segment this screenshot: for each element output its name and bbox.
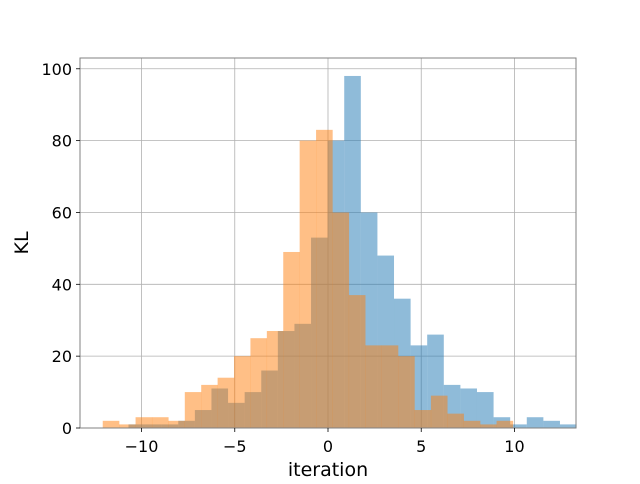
y-axis-label: KL: [11, 231, 33, 254]
histogram-bar-series-1: [476, 392, 494, 428]
histogram-bar-series-2: [250, 338, 268, 428]
histogram-bar-series-1: [543, 420, 560, 428]
histogram-bar-series-1: [460, 388, 477, 428]
histogram-bar-series-2: [168, 420, 185, 428]
histogram-bar-series-2: [430, 395, 448, 428]
histogram-bar-series-2: [316, 129, 333, 428]
x-tick-label: 5: [416, 437, 426, 456]
y-tick-label: 100: [41, 60, 72, 79]
histogram-bar-series-2: [463, 420, 481, 428]
histogram-bar-series-2: [480, 424, 497, 428]
bars-layer: [102, 75, 577, 429]
histogram-bar-series-2: [283, 251, 300, 428]
histogram-bar-series-2: [447, 413, 464, 428]
histogram-bar-series-2: [201, 384, 218, 428]
x-tick-label: −5: [223, 437, 247, 456]
histogram-bar-series-1: [559, 424, 577, 428]
histogram-bar-series-2: [234, 356, 251, 428]
histogram-bar-series-2: [414, 410, 432, 428]
histogram-bar-series-2: [151, 417, 169, 428]
y-tick-label: 40: [52, 275, 72, 294]
histogram-bar-series-2: [135, 417, 153, 428]
y-tick-label: 20: [52, 347, 72, 366]
histogram-bar-series-2: [381, 345, 399, 428]
histogram-bar-series-2: [332, 212, 350, 428]
histogram-bar-series-2: [184, 392, 202, 428]
x-tick-label: −10: [125, 437, 159, 456]
histogram-bar-series-1: [510, 424, 527, 428]
x-tick-label: 10: [504, 437, 524, 456]
histogram-bar-series-2: [217, 377, 235, 428]
histogram-bar-series-2: [119, 424, 136, 428]
histogram-bar-series-2: [348, 295, 366, 428]
y-tick-label: 0: [62, 419, 72, 438]
x-axis-label: iteration: [288, 459, 368, 480]
y-tick-label: 80: [52, 132, 72, 151]
histogram-bar-series-1: [410, 345, 428, 428]
histogram-bar-series-2: [496, 420, 514, 428]
histogram-bar-series-2: [266, 331, 284, 428]
x-tick-label: 0: [323, 437, 333, 456]
histogram-bar-series-2: [299, 140, 317, 429]
histogram-bar-series-2: [365, 345, 382, 428]
histogram-bar-series-2: [102, 420, 120, 428]
histogram-bar-series-1: [526, 417, 544, 428]
y-tick-label: 60: [52, 203, 72, 222]
histogram-bar-series-2: [398, 356, 415, 428]
